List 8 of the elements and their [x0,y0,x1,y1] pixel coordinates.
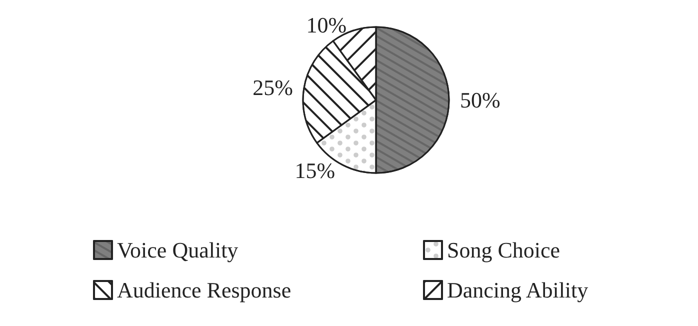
data-label: 50% [460,88,500,112]
data-label: 10% [306,12,347,38]
legend-label: Voice Quality [117,238,238,262]
data-label: 15% [294,158,336,183]
legend-label: Dancing Ability [447,278,588,302]
data-label: 25% [252,75,293,100]
legend-label: Song Choice [447,238,560,262]
legend-label: Audience Response [117,278,292,302]
